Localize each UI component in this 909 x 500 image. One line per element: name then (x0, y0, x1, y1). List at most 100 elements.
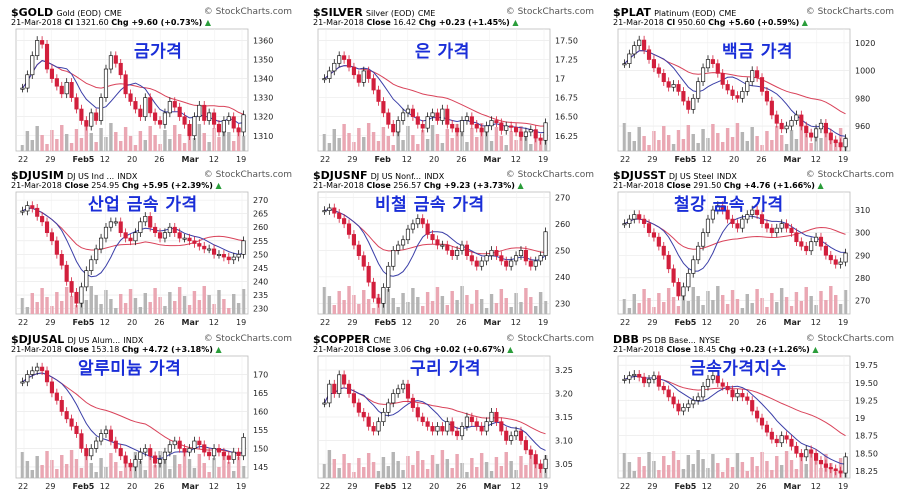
volume-bar (212, 304, 216, 314)
y-tick-label: 17 (555, 75, 565, 84)
candle-body (327, 70, 332, 79)
volume-bar (779, 135, 784, 151)
candle-body (494, 120, 499, 124)
volume-bar (177, 287, 182, 314)
candle-body (509, 260, 514, 267)
chart-header: $PLAT Platinum (EOD) CME (613, 6, 736, 19)
volume-bar (779, 288, 784, 314)
volume-bar (642, 136, 646, 151)
volume-bar (381, 303, 386, 314)
candle-body (445, 244, 450, 251)
y-tick-label: 1310 (253, 132, 273, 141)
volume-bar (662, 126, 666, 151)
volume-bar (357, 458, 361, 478)
y-tick-label: 17.50 (555, 36, 578, 45)
x-tick-label: 20 (429, 482, 439, 491)
candle-body (337, 212, 342, 219)
candle-body (710, 59, 715, 65)
candle-body (755, 410, 760, 419)
x-tick-label: Feb5 (73, 482, 95, 491)
volume-bar (241, 466, 246, 478)
candle-body (94, 440, 99, 449)
volume-bar (79, 468, 84, 478)
volume-bar (420, 130, 425, 151)
candle-body (405, 108, 411, 114)
candle-body (420, 123, 425, 129)
candle-body (804, 245, 809, 252)
candle-body (804, 125, 809, 134)
candle-body (123, 455, 128, 464)
volume-bar (696, 450, 700, 478)
candle-body (715, 63, 720, 74)
candle-body (103, 226, 109, 239)
candle-body (642, 376, 647, 384)
candle-body (128, 93, 133, 102)
volume-bar (386, 289, 391, 314)
candle-body (759, 214, 765, 224)
candle-body (740, 91, 745, 99)
candle-body (627, 218, 632, 224)
volume-bar (435, 134, 440, 151)
candle-body (676, 84, 681, 92)
candle-body (376, 297, 381, 304)
volume-bar (173, 125, 177, 151)
candle-body (538, 137, 543, 141)
volume-bar (241, 289, 246, 314)
candle-body (342, 374, 347, 385)
candle-body (133, 232, 138, 242)
change-value: Chg +9.60 (+0.73%) (111, 18, 203, 27)
volume-bar (504, 145, 508, 151)
y-tick-label: 19.25 (855, 396, 878, 405)
candle-body (376, 89, 381, 102)
volume-bar (494, 127, 499, 151)
candle-body (794, 114, 799, 121)
ma-short-line (22, 207, 244, 278)
chart-svg: 145 150 155 160 165 170 22 29 Feb5 12 20 26 Mar 12 19 (15, 355, 268, 491)
volume-bar (153, 135, 157, 151)
candle-body (774, 114, 779, 124)
candle-body (691, 400, 696, 405)
chart-panel-djusim: $DJUSIM DJ US Ind ... INDX © StockCharts.… (8, 168, 298, 328)
volume-bar (784, 144, 789, 151)
up-triangle-icon: ▲ (799, 18, 808, 27)
volume-bar (494, 457, 499, 478)
volume-bar (222, 453, 226, 478)
volume-bar (740, 462, 745, 478)
candle-body (118, 221, 123, 234)
candle-body (435, 239, 440, 246)
volume-bar (843, 290, 848, 314)
volume-bar (538, 292, 543, 314)
candle-body (656, 375, 661, 387)
volume-bar (60, 125, 64, 151)
candle-body (74, 97, 79, 110)
x-tick-label: Feb5 (73, 318, 95, 327)
volume-bar (529, 144, 533, 151)
candle-body (54, 392, 59, 401)
candle-body (84, 120, 89, 127)
candle-body (459, 120, 465, 133)
candle-body (784, 435, 789, 440)
candle-body (651, 232, 657, 238)
volume-bar (789, 130, 794, 151)
volume-bar (676, 460, 681, 478)
chart-exchange: CME (417, 9, 436, 18)
candle-body (64, 82, 69, 95)
x-tick-label: 12 (100, 155, 110, 164)
volume-bar (138, 461, 143, 478)
candle-body (361, 255, 366, 267)
volume-bar (396, 461, 400, 478)
candle-body (69, 418, 74, 427)
volume-bar (35, 456, 39, 478)
candle-body (143, 216, 148, 223)
candle-body (143, 448, 148, 453)
y-tick-label: 16.25 (555, 132, 578, 141)
volume-bar (637, 303, 641, 314)
candle-body (681, 91, 686, 102)
y-tick-label: 270 (855, 296, 870, 305)
candle-body (327, 383, 332, 404)
candle-body (425, 116, 430, 129)
volume-bar (173, 455, 177, 478)
volume-bar (716, 463, 720, 478)
chart-quote-line: 21-Mar-2018 Close 291.50 Chg +4.76 (+1.6… (613, 181, 824, 190)
x-tick-label: 12 (811, 318, 821, 327)
